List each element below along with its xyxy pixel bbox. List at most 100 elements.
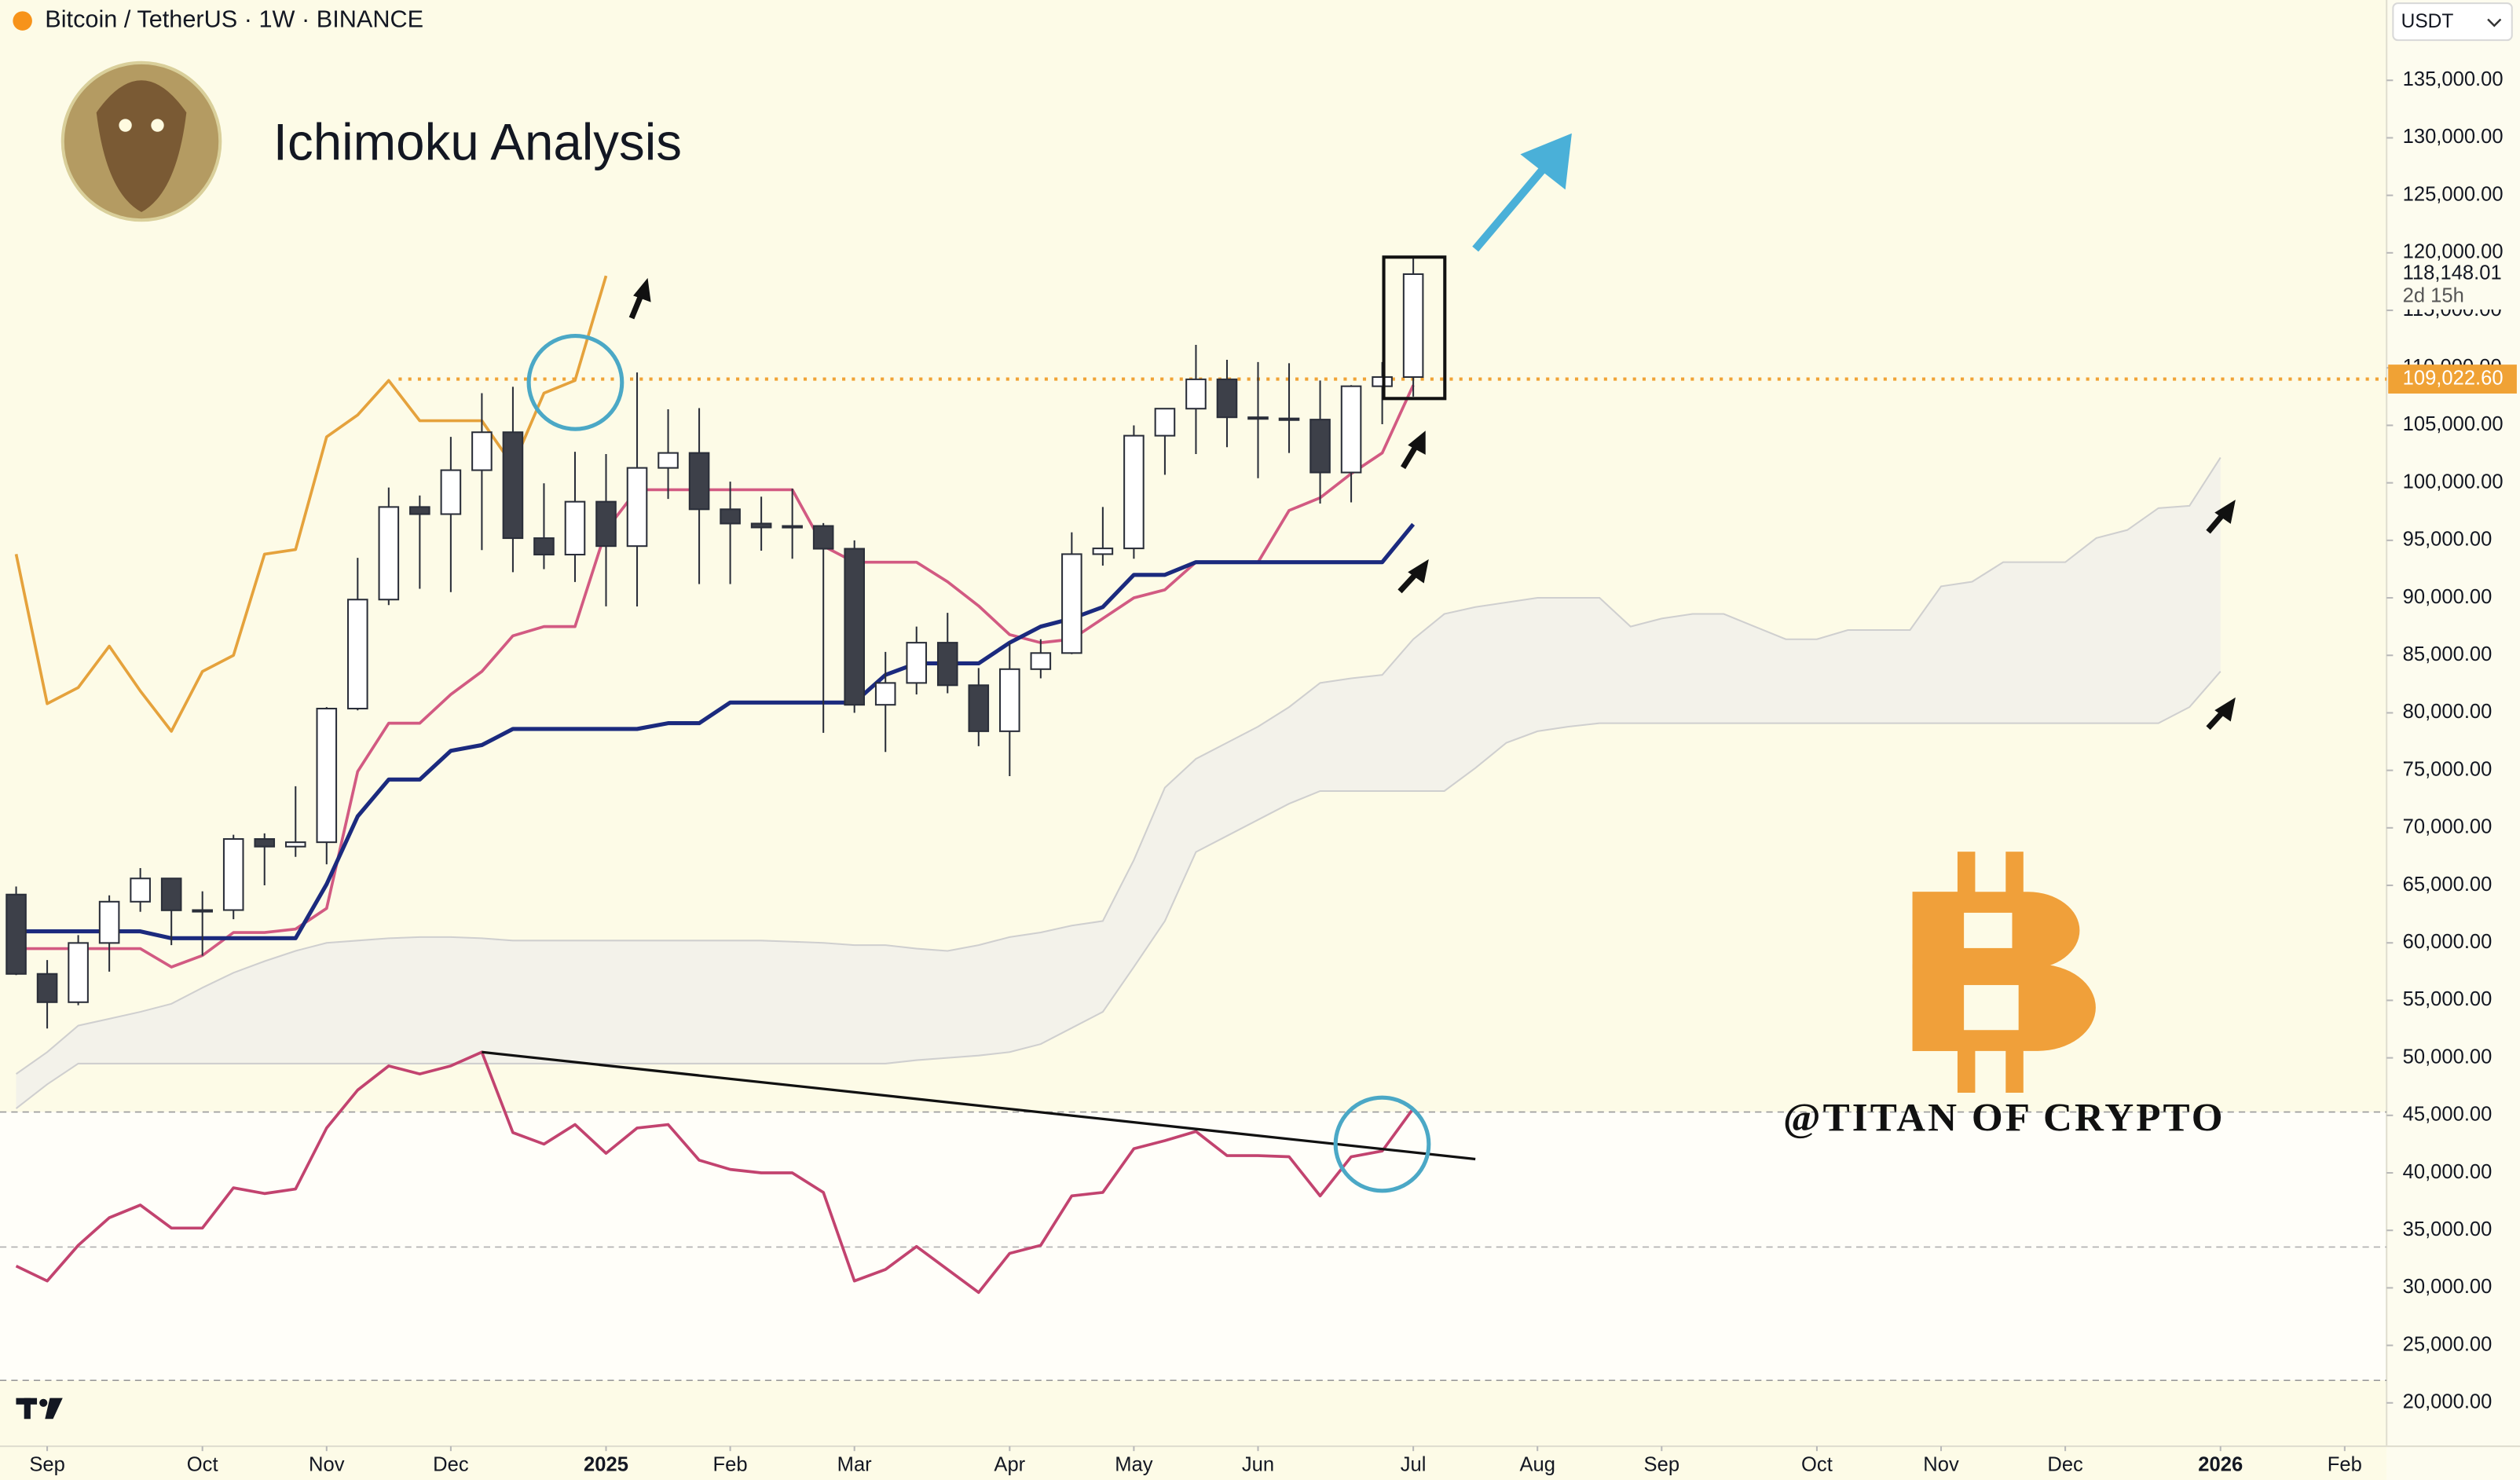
y-tick-label: 90,000.00 bbox=[2403, 586, 2493, 608]
x-tick-label: Sep bbox=[29, 1453, 64, 1475]
indicator-line bbox=[16, 384, 1415, 969]
x-tick-label: 2026 bbox=[2198, 1453, 2243, 1475]
candle-body bbox=[968, 684, 990, 732]
currency-box[interactable] bbox=[2392, 2, 2513, 42]
candle-body bbox=[782, 525, 803, 529]
y-tick-label: 130,000.00 bbox=[2403, 126, 2504, 148]
x-tick-label: Feb bbox=[2328, 1453, 2362, 1475]
blue-arrow bbox=[1472, 133, 1572, 252]
y-tick-label: 65,000.00 bbox=[2403, 874, 2493, 896]
indicator-line bbox=[16, 522, 1416, 940]
countdown: 2d 15h bbox=[2403, 284, 2464, 306]
trendline bbox=[482, 1050, 1476, 1161]
candle-body bbox=[1278, 417, 1300, 421]
plot-area bbox=[5, 258, 2387, 1295]
candle-body bbox=[688, 452, 710, 511]
candle-body bbox=[160, 877, 182, 911]
candle-body bbox=[1247, 416, 1269, 420]
candle-body bbox=[564, 500, 586, 556]
price-label-box bbox=[2388, 365, 2517, 394]
candle-body bbox=[1154, 408, 1176, 437]
candle-body bbox=[626, 467, 648, 548]
x-tick-label: Aug bbox=[1519, 1453, 1555, 1475]
x-tick-label: Dec bbox=[2047, 1453, 2083, 1475]
candle-body bbox=[533, 537, 555, 556]
candle-body bbox=[5, 893, 27, 975]
candle-body bbox=[284, 841, 306, 848]
x-tick-label: Jul bbox=[1401, 1453, 1427, 1475]
candle-body bbox=[316, 707, 338, 844]
candle-body bbox=[254, 838, 276, 848]
y-tick-label: 20,000.00 bbox=[2403, 1391, 2493, 1413]
x-tick-label: Sep bbox=[1644, 1453, 1679, 1475]
avatar bbox=[60, 60, 222, 222]
dropdown-caret[interactable] bbox=[2487, 18, 2502, 27]
currency[interactable]: USDT bbox=[2401, 11, 2454, 32]
platform-logo bbox=[16, 1398, 63, 1420]
y-tick-label: 25,000.00 bbox=[2403, 1333, 2493, 1355]
candle-body bbox=[347, 599, 368, 710]
y-tick-label: 100,000.00 bbox=[2403, 471, 2504, 493]
candle-body bbox=[68, 942, 89, 1003]
candle-body bbox=[1340, 385, 1362, 474]
candle-body bbox=[471, 431, 493, 471]
candle-body bbox=[1185, 378, 1207, 410]
y-tick-label: 60,000.00 bbox=[2403, 931, 2493, 953]
y-tick-label: 135,000.00 bbox=[2403, 68, 2504, 90]
candle-body bbox=[409, 506, 430, 515]
price-axis-panel bbox=[2386, 0, 2520, 1480]
candle-body bbox=[936, 642, 958, 687]
candle-body bbox=[98, 900, 120, 944]
x-tick-label: Oct bbox=[187, 1453, 218, 1475]
candle-body bbox=[874, 682, 896, 706]
y-tick-label: 95,000.00 bbox=[2403, 529, 2493, 551]
candle-body bbox=[1030, 652, 1052, 670]
y-tick-label: 70,000.00 bbox=[2403, 816, 2493, 838]
candle-body bbox=[502, 431, 524, 540]
y-tick-label: 40,000.00 bbox=[2403, 1161, 2493, 1183]
candle-body bbox=[1216, 378, 1238, 419]
price-label: 109,022.60 bbox=[2403, 367, 2504, 389]
x-tick-label: Feb bbox=[713, 1453, 748, 1475]
candle-body bbox=[1402, 273, 1424, 378]
y-tick-label: 30,000.00 bbox=[2403, 1276, 2493, 1298]
candle-body bbox=[192, 909, 213, 913]
chart-title: Bitcoin / TetherUS · 1W · BINANCE bbox=[45, 5, 423, 33]
bitcoin-logo bbox=[1912, 852, 2096, 1094]
x-tick-label: Apr bbox=[994, 1453, 1025, 1475]
chart-subtitle: Ichimoku Analysis bbox=[273, 113, 682, 170]
y-tick-label: 80,000.00 bbox=[2403, 701, 2493, 723]
last-price-box bbox=[2388, 261, 2517, 310]
candle-body bbox=[844, 548, 865, 706]
highlight-circle bbox=[526, 333, 625, 431]
y-tick-label: 50,000.00 bbox=[2403, 1046, 2493, 1068]
candle-body bbox=[999, 668, 1020, 732]
watermark: @TITAN OF CRYPTO bbox=[1783, 1096, 2225, 1141]
candle-body bbox=[222, 838, 244, 911]
indicator-line bbox=[15, 1050, 1415, 1295]
cloud-edge bbox=[15, 456, 2221, 1075]
candle-body bbox=[906, 642, 928, 684]
candle-body bbox=[1061, 553, 1082, 654]
highlight-box bbox=[1382, 255, 1447, 401]
symbol-icon bbox=[13, 11, 32, 31]
y-tick-label: 55,000.00 bbox=[2403, 988, 2493, 1010]
x-tick-label: Jun bbox=[1242, 1453, 1274, 1475]
y-tick-label: 85,000.00 bbox=[2403, 643, 2493, 665]
x-tick-label: 2025 bbox=[584, 1453, 628, 1475]
candle-body bbox=[130, 877, 151, 903]
candle-body bbox=[720, 508, 741, 525]
candle-body bbox=[750, 522, 772, 529]
y-tick-label: 35,000.00 bbox=[2403, 1218, 2493, 1240]
x-tick-label: May bbox=[1115, 1453, 1153, 1475]
x-tick-label: Nov bbox=[1923, 1453, 1959, 1475]
candle-body bbox=[657, 452, 679, 469]
x-tick-label: Mar bbox=[837, 1453, 873, 1475]
candle-body bbox=[812, 525, 834, 550]
last-price-label: 118,148.01 bbox=[2403, 262, 2502, 284]
y-tick-label: 120,000.00 bbox=[2403, 241, 2504, 263]
cloud bbox=[16, 457, 2221, 1109]
candle-body bbox=[1123, 434, 1145, 550]
